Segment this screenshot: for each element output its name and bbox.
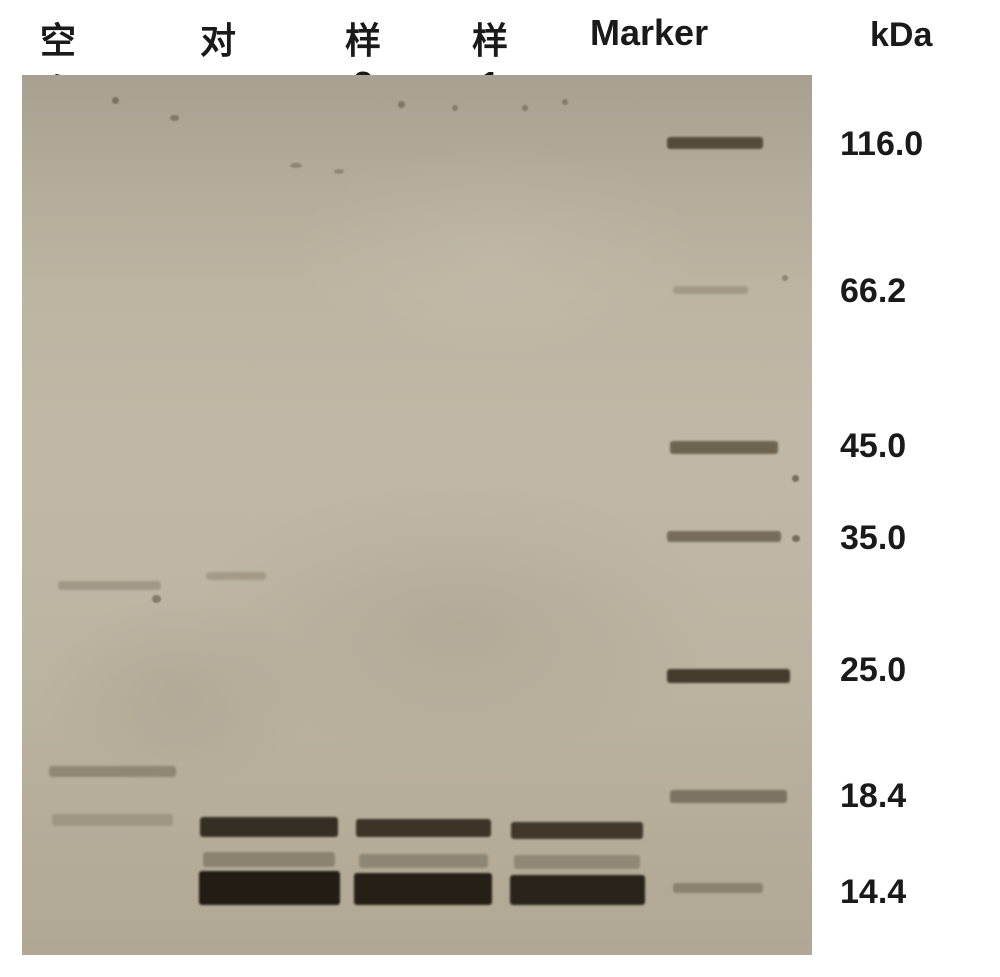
lane-sample1	[502, 75, 652, 955]
speck-0	[112, 97, 119, 104]
mw-label-66: 66.2	[840, 272, 906, 311]
band-marker-5	[670, 790, 787, 803]
band-sample2-2	[354, 873, 492, 905]
mw-label-45: 45.0	[840, 427, 906, 466]
lane-blank	[40, 75, 188, 955]
band-sample1-1	[514, 855, 640, 869]
band-marker-1	[673, 286, 748, 294]
unit-label-kda: kDa	[870, 16, 932, 55]
band-marker-3	[667, 531, 781, 542]
lane-sample2	[348, 75, 498, 955]
band-control-2	[203, 852, 335, 867]
lane-marker	[658, 75, 808, 955]
band-control-3	[199, 871, 340, 905]
mw-label-18: 18.4	[840, 777, 906, 816]
speck-8	[792, 475, 799, 482]
mw-label-116: 116.0	[840, 125, 923, 164]
speck-6	[562, 99, 568, 105]
speck-3	[334, 169, 344, 174]
speck-10	[152, 595, 161, 603]
band-sample1-2	[510, 875, 645, 905]
band-blank-2	[52, 814, 173, 826]
lane-label-marker: Marker	[590, 12, 708, 54]
speck-4	[398, 101, 405, 108]
speck-1	[170, 115, 179, 121]
mw-label-35: 35.0	[840, 519, 906, 558]
lane-control	[194, 75, 344, 955]
mw-label-25: 25.0	[840, 651, 906, 690]
speck-2	[290, 163, 302, 168]
band-control-0	[206, 572, 266, 580]
band-sample2-1	[359, 854, 488, 868]
band-sample1-0	[511, 822, 643, 839]
band-marker-4	[667, 669, 790, 683]
speck-7	[782, 275, 788, 281]
mw-label-14: 14.4	[840, 873, 906, 912]
band-marker-0	[667, 137, 763, 149]
speck-5	[522, 105, 528, 111]
band-marker-2	[670, 441, 778, 454]
speck-9	[792, 535, 800, 542]
band-control-1	[200, 817, 338, 837]
band-marker-6	[673, 883, 763, 893]
band-sample2-0	[356, 819, 491, 837]
gel-image	[22, 75, 812, 955]
band-blank-0	[58, 581, 162, 590]
speck-11	[452, 105, 458, 111]
band-blank-1	[49, 766, 176, 777]
gel-figure: 空白 对照 样 2 样 1 Marker kDa 116.0 66.2 45.0…	[0, 0, 1000, 977]
